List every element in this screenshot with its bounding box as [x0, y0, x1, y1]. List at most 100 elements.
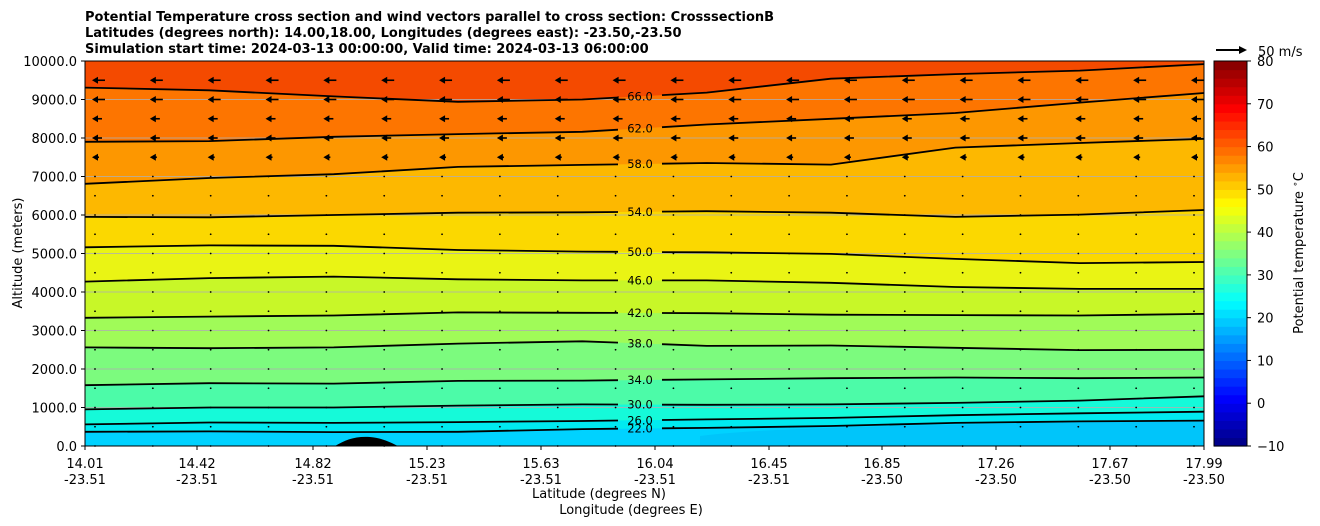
wind-vector-dot [846, 271, 848, 274]
quiver-key: 50 m/s [1216, 45, 1303, 60]
wind-vector-dot [846, 252, 848, 255]
contour-lines: 22.026.030.0 34.0 38.0 42.0 46.0 50.0 54.0 58.0… [84, 63, 1205, 436]
wind-vector-dot [556, 252, 559, 255]
wind-vector-dot [730, 348, 733, 351]
wind-vector-dot [961, 310, 964, 313]
wind-vector-head [901, 76, 908, 84]
wind-vector-head [1191, 153, 1197, 161]
colorbar-segment [1214, 394, 1247, 404]
wind-vector-head [728, 115, 735, 123]
wind-vector-head [323, 76, 330, 84]
wind-vector-dot [1135, 387, 1138, 390]
contour-label-30: 30.0 [627, 398, 653, 412]
wind-vector-dot [1077, 194, 1080, 197]
wind-vector-dot [556, 175, 559, 178]
colorbar-segment [1214, 326, 1247, 336]
colorbar-segment [1214, 146, 1247, 156]
wind-vector-dot [1077, 233, 1080, 236]
wind-vector-dot [1019, 329, 1022, 332]
colorbar-segment [1214, 257, 1247, 267]
wind-vector-dot [94, 425, 96, 428]
wind-vector-dot [325, 368, 328, 370]
wind-vector-dot [1135, 291, 1138, 293]
wind-vector-dot [788, 368, 791, 370]
wind-vector-dot [730, 387, 733, 390]
wind-vector-dot [961, 406, 964, 409]
wind-vector-dot [788, 194, 791, 197]
wind-vector-dot [730, 252, 733, 255]
wind-vector-head [1017, 115, 1024, 123]
colorbar-segment [1214, 360, 1247, 370]
wind-vector-dot [672, 406, 675, 409]
wind-vector-dot [383, 387, 386, 390]
wind-vector-head [1017, 96, 1024, 103]
contour-label-46: 46.0 [627, 273, 653, 287]
wind-vector-dot [1193, 233, 1195, 236]
wind-vector-dot [788, 348, 791, 351]
wind-vector-dot [325, 291, 328, 293]
colorbar-segment [1214, 189, 1247, 199]
wind-vector-dot [788, 310, 791, 313]
wind-vector-dot [1135, 175, 1138, 178]
x-tick-label-lon: -23.51 [292, 473, 334, 488]
wind-vector-dot [498, 233, 501, 236]
wind-vector-dot [614, 368, 617, 370]
colorbar-segment [1214, 266, 1247, 276]
wind-vector-dot [325, 214, 328, 216]
wind-vector-dot [498, 214, 501, 216]
wind-vector-dot [209, 310, 212, 313]
colorbar-segment [1214, 61, 1247, 71]
wind-vector-dot [672, 214, 675, 216]
wind-vector-dot [614, 214, 617, 216]
wind-vector-dot [903, 348, 906, 351]
wind-vector-dot [209, 175, 212, 178]
wind-vector-head [612, 76, 619, 84]
wind-vector-dot [556, 271, 559, 274]
wind-vector-dot [788, 291, 791, 293]
contour-label-54: 54.0 [627, 205, 653, 219]
colorbar-segment [1214, 129, 1247, 139]
colorbar-segment [1214, 206, 1247, 216]
wind-vector-head [1017, 134, 1024, 142]
wind-vector-dot [1019, 310, 1022, 313]
x-tick-label-lon: -23.50 [861, 473, 903, 488]
colorbar-segment [1214, 232, 1247, 242]
contour-line-66 [84, 86, 619, 103]
wind-vector-dot [614, 194, 617, 197]
terrain-shape [335, 436, 398, 446]
wind-vector-head [670, 115, 677, 123]
wind-vector-dot [1077, 368, 1080, 370]
colorbar-segment [1214, 223, 1247, 233]
wind-vector-head [612, 115, 619, 123]
contour-line-50 [84, 244, 619, 253]
wind-vector-dot [441, 310, 443, 313]
contour-label-34: 34.0 [627, 373, 653, 387]
wind-vector-dot [94, 175, 96, 178]
wind-vector-dot [903, 425, 906, 428]
wind-vector-head [92, 153, 98, 161]
wind-vector-head [1191, 115, 1197, 123]
wind-vector-dot [730, 194, 733, 197]
y-tick-label: 1000.0 [32, 402, 78, 417]
wind-vector-dot [614, 406, 617, 409]
wind-vector-dot [672, 329, 675, 332]
wind-vector-dot [788, 425, 791, 428]
wind-vector-dot [903, 368, 906, 370]
x-tick-label-lon: -23.51 [176, 473, 218, 488]
colorbar-segment [1214, 317, 1247, 327]
wind-vector-dot [730, 291, 733, 293]
wind-vector-head [149, 153, 156, 161]
wind-vector-dot [903, 387, 906, 390]
contour-line-62 [661, 92, 1205, 129]
wind-vector-dot [1135, 214, 1138, 216]
wind-vector-dot [1077, 406, 1080, 409]
wind-vector-head [92, 115, 98, 123]
wind-vector-dot [961, 214, 964, 216]
wind-vector-dot [267, 252, 270, 255]
colorbar-segment [1214, 309, 1247, 319]
wind-vector-head [439, 153, 446, 161]
y-tick-label: 5000.0 [32, 248, 78, 263]
colorbar-segment [1214, 334, 1247, 344]
wind-vector-dot [846, 348, 848, 351]
wind-vector-dot [441, 175, 443, 178]
